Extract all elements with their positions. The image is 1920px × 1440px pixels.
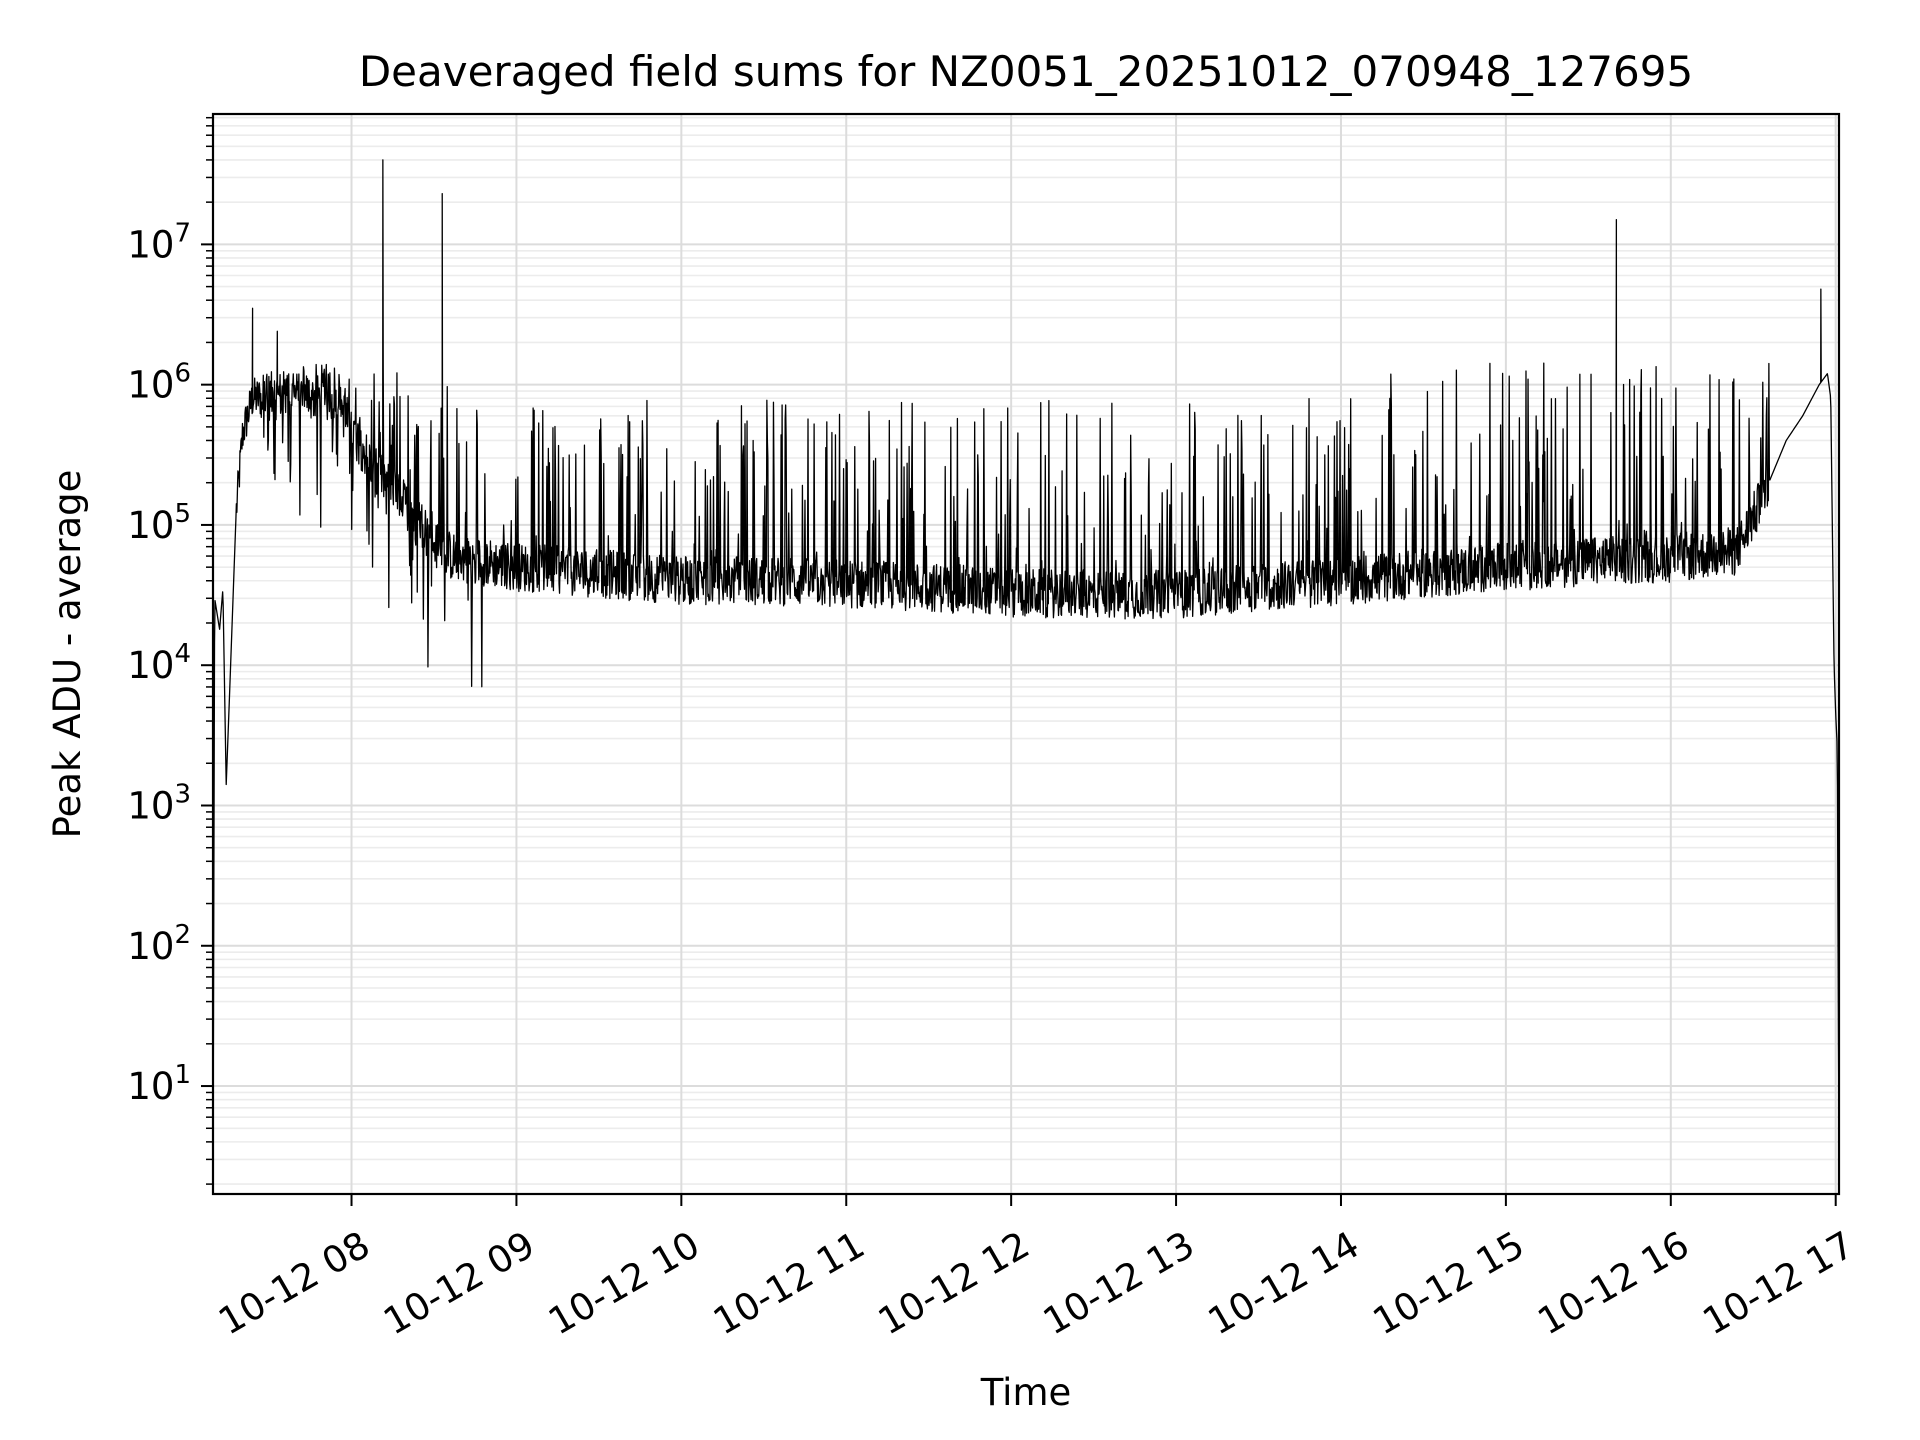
series-path bbox=[213, 159, 1839, 1185]
plot-frame bbox=[211, 112, 1841, 1196]
y-tick-label: 101 bbox=[127, 1060, 191, 1108]
y-tick-label: 103 bbox=[127, 779, 191, 827]
y-tick-label: 102 bbox=[127, 920, 191, 968]
grid-lines bbox=[213, 114, 1839, 1194]
y-tick-label: 106 bbox=[127, 359, 191, 407]
y-tick-label: 105 bbox=[127, 499, 191, 547]
x-axis-label: Time bbox=[980, 1371, 1072, 1414]
series-line bbox=[213, 159, 1839, 1185]
y-tick-label: 107 bbox=[127, 218, 191, 266]
y-axis-label: Peak ADU - average bbox=[46, 470, 89, 839]
y-tick-label: 104 bbox=[127, 639, 191, 687]
chart-title: Deaveraged field sums for NZ0051_2025101… bbox=[359, 47, 1693, 96]
